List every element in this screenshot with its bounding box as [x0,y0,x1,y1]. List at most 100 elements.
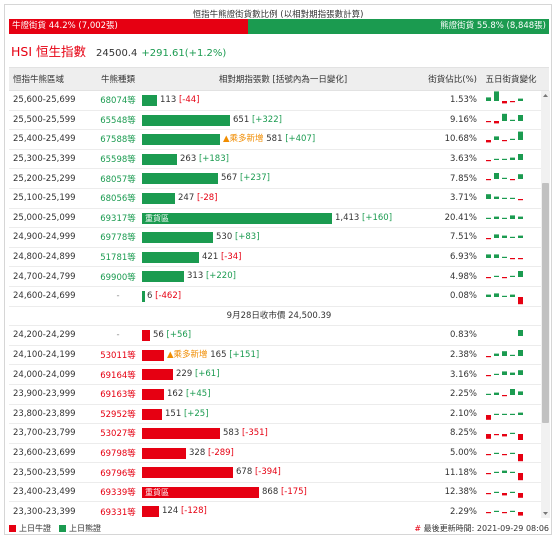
spark-bar [486,492,491,495]
spark-bar [502,394,507,397]
spark-bar [486,375,491,377]
spark-bar [486,97,491,101]
spark-chart [486,271,523,279]
table-body[interactable]: 25,600-25,699 68074等 113 [-44] 1.53% 25,500-… [9,91,549,518]
row-count-link[interactable]: 52952等 [100,409,136,420]
spark-bar [518,131,523,141]
table-row[interactable]: 25,500-25,599 65548等 651 [+322] 9.16% [9,111,549,131]
row-spark [481,130,541,149]
row-count-link[interactable]: 68057等 [100,174,136,185]
row-bar-label: ▲乘多新增 581 [+407] [223,134,315,145]
table-row[interactable]: 23,500-23,599 69796等 678 [-394] 11.18% [9,463,549,483]
row-count-link[interactable]: 68074等 [100,96,136,107]
row-change: [+83] [234,232,260,243]
spark-bar [502,413,507,415]
row-change: [+160] [362,212,393,223]
table-row[interactable]: 23,600-23,699 69798等 328 [-289] 5.00% [9,444,549,464]
table-row[interactable]: 24,100-24,199 53011等 ▲乘多新增 165 [+151] 2.38% [9,346,549,366]
table-row[interactable]: 24,700-24,799 69900等 313 [+220] 4.98% [9,267,549,287]
row-bar-cell: 6 [-462] [141,287,425,306]
spark-bar [510,511,515,513]
table-header: 恒指牛熊區域 牛熊種類 相對期指張數 [括號內為一日變化] 街貨佔比(%) 五日… [9,67,549,91]
row-bar-cell: 263 [+183] [141,150,425,169]
row-count-link[interactable]: 69339等 [100,488,136,499]
row-count-link[interactable]: 69317等 [100,213,136,224]
spark-bar [502,453,507,455]
row-value: 313 [187,271,204,282]
table-row[interactable]: 24,800-24,899 51781等 421 [-34] 6.93% [9,248,549,268]
row-bar [142,349,164,361]
row-count-link[interactable]: 69163等 [100,390,136,401]
table-row[interactable]: 23,400-23,499 69339等 重貨區 868 [-175] 12.38% [9,483,549,503]
index-value: 24500.4 [96,48,138,59]
row-bar-cell: 678 [-394] [141,463,425,482]
row-spark [481,483,541,502]
row-count-link[interactable]: 65548等 [100,115,136,126]
row-count-link[interactable]: 69331等 [100,507,136,518]
table-row[interactable]: 25,200-25,299 68057等 567 [+237] 7.85% [9,169,549,189]
table-row[interactable]: 25,400-25,499 67588等 ▲乘多新增 581 [+407] 10.68… [9,130,549,150]
table-row[interactable]: 23,900-23,999 69163等 162 [+45] 2.25% [9,385,549,405]
table-row[interactable]: 24,600-24,699 - 6 [-462] 0.08% [9,287,549,307]
table-row[interactable]: 25,300-25,399 65598等 263 [+183] 3.63% [9,150,549,170]
row-spark [481,287,541,306]
row-range: 24,600-24,699 [13,291,76,302]
row-change: [-351] [241,428,268,439]
row-pct: 11.18% [444,467,477,478]
row-bar-label: 313 [+220] [187,271,236,282]
row-count-link[interactable]: 53011等 [100,351,136,362]
table-row[interactable]: 23,300-23,399 69331等 124 [-128] 2.29% [9,502,549,518]
row-spark [481,463,541,482]
row-bar-label: 678 [-394] [236,467,281,478]
row-count-link[interactable]: 69796等 [100,468,136,479]
table-row[interactable]: 24,000-24,099 69164等 229 [+61] 3.16% [9,365,549,385]
row-count-link[interactable]: 53027等 [100,429,136,440]
header-range: 恒指牛熊區域 [13,75,65,85]
table-row[interactable]: 25,000-25,099 69317等 重貨區 1,413 [+160] 20.41% [9,209,549,229]
row-bar-label: 6 [-462] [147,291,181,302]
spark-bar [494,472,499,474]
row-count-link[interactable]: 65598等 [100,155,136,166]
spark-bar [486,434,491,439]
spark-bar [494,173,499,180]
row-range: 25,400-25,499 [13,134,76,145]
table-row[interactable]: 25,600-25,699 68074等 113 [-44] 1.53% [9,91,549,111]
ratio-title: 恒指牛熊證街貨數比例 (以相對期指張數計算) [192,10,364,20]
scroll-up-icon[interactable] [541,91,550,100]
spark-chart [486,370,523,377]
table-row[interactable]: 24,900-24,999 69778等 530 [+83] 7.51% [9,228,549,248]
scrollbar[interactable] [541,91,550,518]
table-row[interactable]: 23,700-23,799 53027等 583 [-351] 8.25% [9,424,549,444]
row-bar-cell: 重貨區 1,413 [+160] [141,209,425,228]
row-bar [142,173,218,185]
row-count-link[interactable]: 69900等 [100,272,136,283]
row-count-link[interactable]: 68056等 [100,194,136,205]
row-change: [+56] [166,330,192,341]
scroll-down-icon[interactable] [541,509,550,518]
spark-bar [486,277,491,279]
spark-bar [494,511,499,513]
row-bar-cell: 124 [-128] [141,502,425,518]
row-value: 678 [236,467,253,478]
row-count-link[interactable]: 69798等 [100,448,136,459]
spark-bar [486,217,491,219]
table-row[interactable]: 23,800-23,899 52952等 151 [+25] 2.10% [9,405,549,425]
row-count-link[interactable]: 51781等 [100,253,136,264]
spark-bar [494,353,499,356]
spark-bar [494,413,499,415]
spark-bar [486,355,491,357]
ratio-bar: 牛證街貨 44.2% (7,002張) 熊證街貨 55.8% (8,848張) [9,19,549,34]
header-bar: 相對期指張數 [括號內為一日變化] [218,75,348,85]
table-row[interactable]: 25,100-25,199 68056等 247 [-28] 3.71% [9,189,549,209]
scroll-thumb[interactable] [542,183,549,423]
row-pct: 7.85% [449,173,477,184]
row-count-link[interactable]: 67588等 [100,135,136,146]
table-row[interactable]: 24,200-24,299 - 56 [+56] 0.83% [9,326,549,346]
spark-bar [518,434,523,441]
row-count-link[interactable]: 69778等 [100,233,136,244]
spark-bar [486,453,491,455]
row-count-link[interactable]: 69164等 [100,370,136,381]
spark-bar [510,179,515,181]
row-bar-label: 56 [+56] [153,330,191,341]
spark-chart [486,412,523,420]
